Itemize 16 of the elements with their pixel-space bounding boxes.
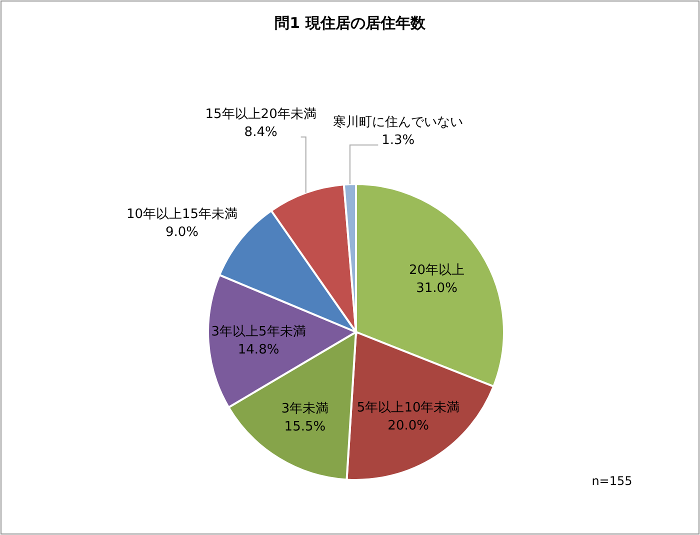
data-label: 20.0% xyxy=(388,418,429,434)
data-label: 14.8% xyxy=(238,342,280,358)
data-label: 15.5% xyxy=(284,419,326,434)
data-label: 1.3% xyxy=(382,133,415,148)
data-label: 8.4% xyxy=(244,124,278,140)
data-label: 9.0% xyxy=(165,224,198,240)
slice-label: 5年以上10年未満 xyxy=(356,400,460,416)
slice-label: 10年以上15年未満 xyxy=(126,206,238,222)
slice-label: 3年未満 xyxy=(281,401,329,416)
data-label: 31.0% xyxy=(416,281,458,296)
slice-label: 20年以上 xyxy=(409,263,465,278)
chart-title: 問1 現住居の居住年数 xyxy=(274,14,426,32)
slice-label: 寒川町に住んでいない xyxy=(333,114,464,130)
text: n=155 xyxy=(592,474,632,488)
slice-label: 15年以上20年未満 xyxy=(205,106,316,122)
slice-label: 3年以上5年未満 xyxy=(211,324,306,340)
